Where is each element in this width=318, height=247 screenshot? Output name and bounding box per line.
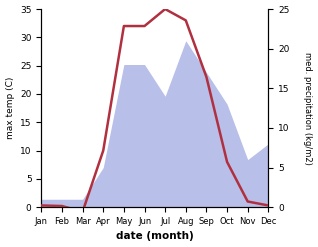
Y-axis label: max temp (C): max temp (C) <box>5 77 15 139</box>
X-axis label: date (month): date (month) <box>116 231 194 242</box>
Y-axis label: med. precipitation (kg/m2): med. precipitation (kg/m2) <box>303 52 313 165</box>
